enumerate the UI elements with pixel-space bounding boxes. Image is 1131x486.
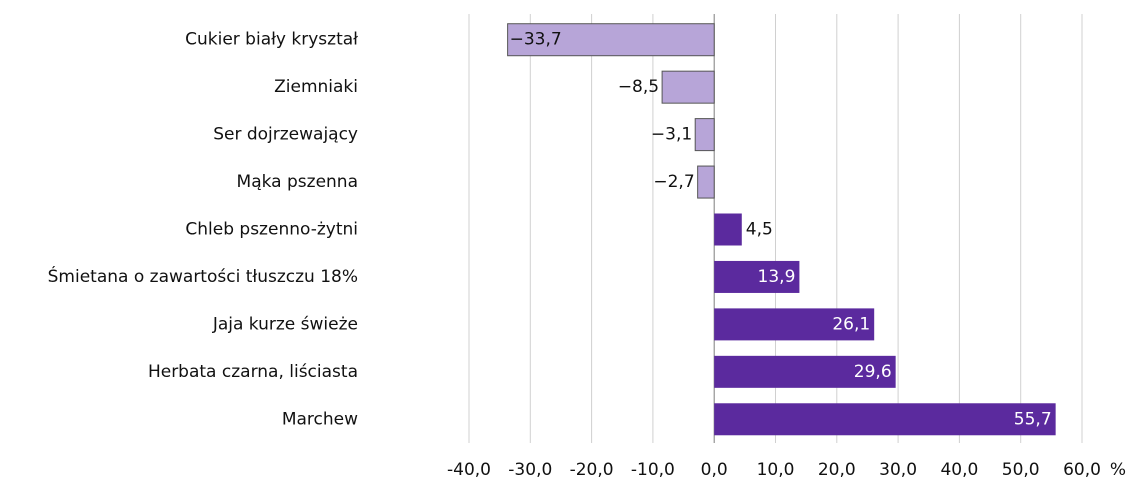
- bar: [697, 165, 715, 199]
- x-tick-label: -30,0: [508, 460, 552, 480]
- x-tick-label: 0,0: [701, 460, 728, 480]
- bar: [661, 70, 715, 104]
- bar: [714, 260, 800, 293]
- x-tick-label: 20,0: [818, 460, 856, 480]
- x-tick-label: -40,0: [447, 460, 491, 480]
- x-tick-label: -10,0: [631, 460, 675, 480]
- y-tick-label: Ziemniaki: [274, 77, 358, 97]
- data-label: 29,6: [854, 362, 892, 382]
- y-tick-label: Cukier biały kryształ: [185, 30, 358, 50]
- x-tick-label: -20,0: [570, 460, 614, 480]
- bar: [714, 213, 742, 246]
- data-label: 4,5: [746, 220, 773, 240]
- bar: [714, 308, 875, 341]
- y-tick-label: Ser dojrzewający: [213, 125, 358, 145]
- bar: [507, 23, 715, 57]
- x-tick-label: 60,0: [1063, 460, 1101, 480]
- y-tick-label: Śmietana o zawartości tłuszczu 18%: [48, 265, 358, 287]
- data-label: −8,5: [618, 77, 659, 97]
- x-tick-label: 30,0: [879, 460, 917, 480]
- data-label: −2,7: [653, 172, 694, 192]
- y-tick-label: Herbata czarna, liściasta: [148, 362, 358, 382]
- y-tick-label: Mąka pszenna: [237, 172, 358, 192]
- data-label: 13,9: [758, 267, 796, 287]
- y-tick-label: Chleb pszenno-żytni: [185, 220, 358, 240]
- bar: [714, 403, 1056, 436]
- data-label: −3,1: [651, 125, 692, 145]
- x-tick-label: 40,0: [940, 460, 978, 480]
- y-tick-label: Marchew: [282, 409, 358, 429]
- data-label: 26,1: [832, 314, 870, 334]
- bar: [714, 355, 896, 388]
- data-label: 55,7: [1014, 409, 1052, 429]
- x-tick-label: 10,0: [757, 460, 795, 480]
- bar: [694, 118, 715, 152]
- data-label: −33,7: [510, 30, 562, 50]
- y-tick-label: Jaja kurze świeże: [212, 314, 358, 334]
- x-tick-label: 50,0: [1002, 460, 1040, 480]
- x-axis-unit: %: [1110, 460, 1126, 480]
